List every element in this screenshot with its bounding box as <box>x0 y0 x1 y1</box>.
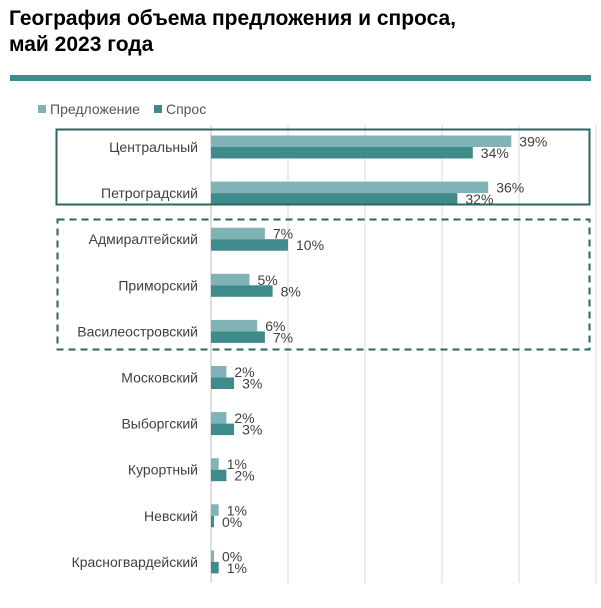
demand-bar-8 <box>211 515 214 528</box>
chart-title-line-2: май 2023 года <box>9 33 154 56</box>
title-rule <box>10 75 591 81</box>
highlight-box-dashed <box>56 218 591 351</box>
supply-value-label-2: 7% <box>273 226 293 242</box>
supply-bar-4 <box>211 319 258 332</box>
supply-value-label-9: 0% <box>222 548 242 564</box>
demand-bar-6 <box>211 423 235 436</box>
category-label-cat-5: Московский <box>121 370 198 386</box>
category-label-cat-0: Центральный <box>109 139 198 155</box>
category-label-cat-4: Василеостровский <box>77 323 198 339</box>
category-label-cat-7: Курортный <box>128 462 198 478</box>
demand-bar-3 <box>211 285 273 297</box>
supply-value-label-5: 2% <box>234 364 254 380</box>
supply-bar-8 <box>211 504 219 516</box>
supply-bar-9 <box>211 550 214 562</box>
chart-title: География объема предложения и спроса, м… <box>9 6 589 58</box>
supply-bar-0 <box>211 135 512 147</box>
supply-bar-6 <box>211 412 227 424</box>
demand-bar-9 <box>211 561 219 574</box>
supply-value-label-0: 39% <box>519 134 547 150</box>
demand-value-label-4: 7% <box>273 329 293 345</box>
category-label-cat-9: Красногвардейский <box>72 554 198 570</box>
supply-bar-5 <box>211 366 227 378</box>
demand-value-label-1: 32% <box>465 191 493 207</box>
demand-bar-7 <box>211 469 227 482</box>
category-label-cat-6: Выборгский <box>121 416 198 432</box>
demand-bar-5 <box>211 377 235 389</box>
supply-value-label-7: 1% <box>227 456 247 472</box>
supply-bar-2 <box>211 227 265 240</box>
category-label-cat-8: Невский <box>144 508 198 524</box>
supply-value-label-4: 6% <box>265 318 285 334</box>
legend-item-demand: Спрос <box>153 101 207 117</box>
demand-value-label-7: 2% <box>234 468 254 484</box>
supply-value-label-3: 5% <box>258 272 278 288</box>
demand-value-label-8: 0% <box>222 514 242 530</box>
demand-bar-1 <box>211 193 458 205</box>
category-label-cat-1: Петроградский <box>101 185 198 201</box>
legend-label-demand: Спрос <box>165 101 207 117</box>
supply-value-label-6: 2% <box>234 410 254 426</box>
legend-swatch-demand <box>153 105 162 113</box>
highlight-box-solid <box>55 128 591 206</box>
legend-label-supply: Предложение <box>50 101 140 117</box>
demand-value-label-3: 8% <box>281 283 301 299</box>
demand-bar-2 <box>211 239 288 251</box>
supply-bar-3 <box>211 273 250 286</box>
supply-bar-1 <box>211 181 489 194</box>
legend-item-supply: Предложение <box>38 101 140 117</box>
supply-bar-7 <box>211 458 219 470</box>
category-label-cat-2: Адмиралтейский <box>89 231 198 247</box>
demand-value-label-0: 34% <box>481 145 509 161</box>
chart-title-line-1: География объема предложения и спроса, <box>9 7 457 30</box>
demand-value-label-6: 3% <box>242 422 262 438</box>
category-label-cat-3: Приморский <box>118 277 198 293</box>
demand-bar-0 <box>211 147 473 159</box>
chart-legend: Предложение Спрос <box>38 101 220 117</box>
legend-swatch-supply <box>38 105 46 113</box>
demand-value-label-5: 3% <box>242 376 262 392</box>
demand-bar-4 <box>211 331 265 343</box>
supply-value-label-1: 36% <box>496 180 524 196</box>
supply-value-label-8: 1% <box>227 502 247 518</box>
demand-value-label-2: 10% <box>296 237 324 253</box>
demand-value-label-9: 1% <box>227 560 247 576</box>
